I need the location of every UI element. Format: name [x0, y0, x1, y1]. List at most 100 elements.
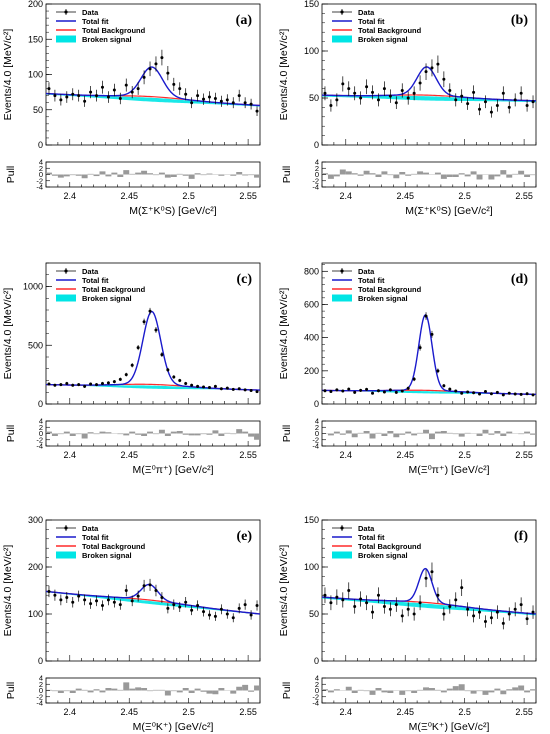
panel-label: (f) [514, 529, 528, 544]
pull-bar [75, 688, 82, 691]
pull-bar [170, 431, 177, 434]
broken-signal-band [46, 384, 260, 391]
pull-bar [218, 433, 225, 436]
pull-y-tick-label: -2 [36, 435, 43, 444]
y-axis-title: Events/4.0 [MeV/c²] [2, 288, 14, 380]
data-point [89, 90, 93, 94]
pull-bar [440, 174, 447, 179]
pull-y-tick-label: 0 [315, 429, 319, 438]
legend-label-data: Data [358, 524, 375, 533]
x-tick-label: 2.45 [120, 450, 138, 460]
data-point [112, 88, 116, 92]
data-point [489, 616, 493, 620]
pull-bar [164, 690, 171, 696]
pull-bar [524, 431, 531, 434]
pull-bar [393, 433, 400, 438]
data-point [341, 82, 345, 86]
pull-bar [218, 174, 225, 176]
data-point [376, 389, 380, 393]
pull-bar [117, 433, 124, 435]
pull-bar [440, 690, 447, 693]
main-plot-frame [45, 262, 261, 405]
y-tick-label: 0 [314, 656, 319, 666]
legend-broken-signal-swatch [332, 551, 352, 559]
data-point [519, 603, 523, 607]
pull-bar [357, 689, 364, 691]
data-point [100, 85, 104, 89]
data-point [472, 90, 476, 94]
data-point [483, 390, 487, 394]
data-point [489, 110, 493, 114]
data-point [460, 391, 464, 395]
y-axis-title: Events/4.0 [MeV/c²] [2, 29, 14, 121]
data-point [190, 608, 194, 612]
pull-bar [147, 690, 153, 692]
data-point [376, 98, 380, 102]
data-point [353, 604, 357, 608]
data-point [172, 375, 176, 379]
data-point [442, 77, 446, 81]
pull-bar [345, 171, 352, 175]
pull-bar [254, 433, 260, 440]
data-point [466, 607, 470, 611]
pull-bar [129, 173, 136, 175]
data-point [359, 96, 363, 100]
data-point [495, 390, 499, 394]
pull-bar [218, 688, 225, 691]
data-point [353, 390, 357, 394]
data-point [95, 94, 99, 98]
data-point [160, 596, 164, 600]
data-point [323, 91, 327, 95]
data-point [412, 377, 416, 381]
pull-bar [200, 174, 207, 176]
total-fit-line [45, 583, 261, 615]
legend-label-total-background: Total Background [82, 542, 146, 551]
data-point [59, 383, 63, 387]
pull-bar [423, 172, 429, 175]
pull-bar [530, 433, 536, 435]
panel-label: (a) [236, 13, 253, 28]
x-axis-title: M(Σ⁺K⁰S) [GeV/c²] [405, 205, 492, 217]
data-point [347, 387, 351, 391]
pull-bar [458, 684, 465, 691]
data-point [388, 607, 392, 611]
data-point [243, 388, 247, 392]
data-point [406, 96, 410, 100]
data-point [89, 382, 93, 386]
data-point [341, 389, 345, 393]
pull-bar [345, 430, 352, 434]
pull-bars [322, 429, 536, 440]
data-point [418, 81, 422, 85]
data-point [495, 610, 499, 614]
legend-label-broken-signal: Broken signal [82, 551, 132, 560]
legend-broken-signal-swatch [332, 35, 352, 43]
data-point [83, 384, 87, 388]
pull-bar [93, 433, 100, 435]
pull-axis-title: Pull [281, 682, 293, 700]
pull-bar [230, 433, 237, 435]
total-fit-line [321, 66, 537, 102]
y-tick-label: 300 [28, 515, 43, 525]
pull-bar [506, 174, 513, 178]
y-tick-label: 800 [304, 266, 319, 276]
pull-bar [46, 172, 52, 175]
pull-bar [141, 688, 148, 691]
x-tick-label: 2.5 [458, 707, 471, 717]
pull-bar [188, 690, 195, 693]
main-plot-frame [45, 519, 261, 662]
pull-bar [170, 174, 177, 177]
pull-bar [446, 432, 453, 434]
data-point [454, 389, 458, 393]
pull-bar [417, 689, 424, 691]
pull-bar [429, 433, 435, 440]
y-tick-label: 150 [304, 515, 319, 525]
data-point [466, 390, 470, 394]
data-point [400, 88, 404, 92]
data-point [219, 387, 223, 391]
data-point [118, 96, 122, 100]
data-point [382, 87, 386, 91]
pull-bar [57, 174, 64, 178]
pull-bar [417, 432, 424, 434]
